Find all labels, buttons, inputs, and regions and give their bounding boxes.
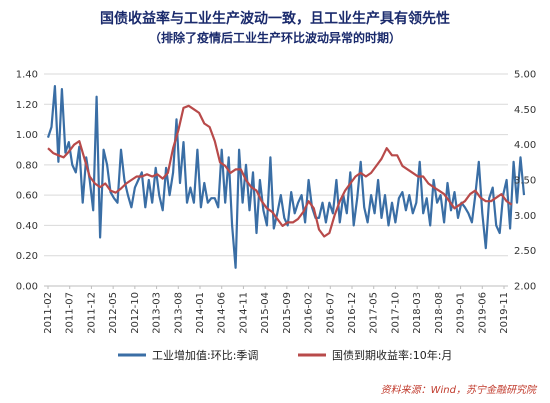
- left-tick-label: 1.40: [16, 70, 38, 81]
- left-tick-label: 0.60: [16, 191, 38, 202]
- left-tick-label: 1.20: [16, 100, 38, 111]
- series-layer: [46, 85, 526, 269]
- right-tick-label: 4.00: [514, 140, 536, 151]
- left-tick-label: 0.00: [16, 282, 38, 293]
- x-tick-label: 2012-05: [108, 292, 119, 334]
- right-tick-label: 3.00: [514, 211, 536, 222]
- left-tick-label: 0.80: [16, 160, 38, 171]
- x-tick-label: 2019-11: [499, 292, 510, 334]
- legend: 工业增加值:环比:季调 国债到期收益率:10年:月: [118, 348, 452, 362]
- x-axis: 2011-02 2011-07 2011-12 2012-05 2012-10 2013-…: [43, 286, 510, 334]
- x-tick-label: 2011-02: [43, 292, 54, 334]
- left-tick-label: 1.00: [16, 130, 38, 141]
- right-tick-label: 4.50: [514, 105, 536, 116]
- x-tick-label: 2011-12: [86, 292, 97, 334]
- right-tick-label: 5.00: [514, 70, 536, 81]
- series-line-2: [47, 104, 513, 238]
- legend-label-1: 工业增加值:环比:季调: [152, 348, 258, 362]
- x-tick-label: 2012-10: [130, 292, 141, 334]
- source-note: 资料来源：Wind，苏宁金融研究院: [380, 385, 536, 396]
- left-tick-label: 0.40: [16, 221, 38, 232]
- chart-title: 国债收益率与工业生产波动一致，且工业生产具有领先性: [100, 11, 450, 27]
- x-tick-label: 2014-01: [195, 292, 206, 334]
- x-tick-label: 2014-11: [238, 292, 249, 334]
- x-tick-label: 2016-02: [304, 292, 315, 334]
- x-tick-label: 2016-12: [347, 292, 358, 334]
- grid-lines: [44, 73, 508, 287]
- series-line-1: [46, 85, 526, 269]
- left-tick-label: 0.20: [16, 251, 38, 262]
- x-tick-label: 2014-06: [217, 292, 228, 334]
- x-tick-label: 2015-09: [282, 292, 293, 334]
- x-tick-label: 2019-01: [456, 292, 467, 334]
- x-tick-label: 2013-08: [173, 292, 184, 334]
- chart-subtitle: （排除了疫情后工业生产环比波动异常的时期）: [148, 31, 401, 45]
- left-axis: 0.00 0.20 0.40 0.60 0.80 1.00 1.20 1.40: [16, 70, 38, 293]
- right-axis: 2.00 2.50 3.00 3.50 4.00 4.50 5.00: [514, 70, 536, 293]
- x-tick-label: 2013-03: [152, 292, 163, 334]
- x-tick-label: 2015-04: [260, 292, 271, 334]
- x-tick-label: 2019-06: [477, 292, 488, 334]
- x-tick-label: 2011-07: [65, 292, 76, 334]
- right-tick-label: 3.50: [514, 176, 536, 187]
- x-tick-label: 2017-05: [369, 292, 380, 334]
- x-tick-label: 2016-07: [325, 292, 336, 334]
- x-tick-label: 2017-10: [390, 292, 401, 334]
- legend-label-2: 国债到期收益率:10年:月: [332, 348, 452, 362]
- x-tick-label: 2018-03: [412, 292, 423, 334]
- right-tick-label: 2.50: [514, 246, 536, 257]
- x-tick-label: 2018-08: [434, 292, 445, 334]
- right-tick-label: 2.00: [514, 282, 536, 293]
